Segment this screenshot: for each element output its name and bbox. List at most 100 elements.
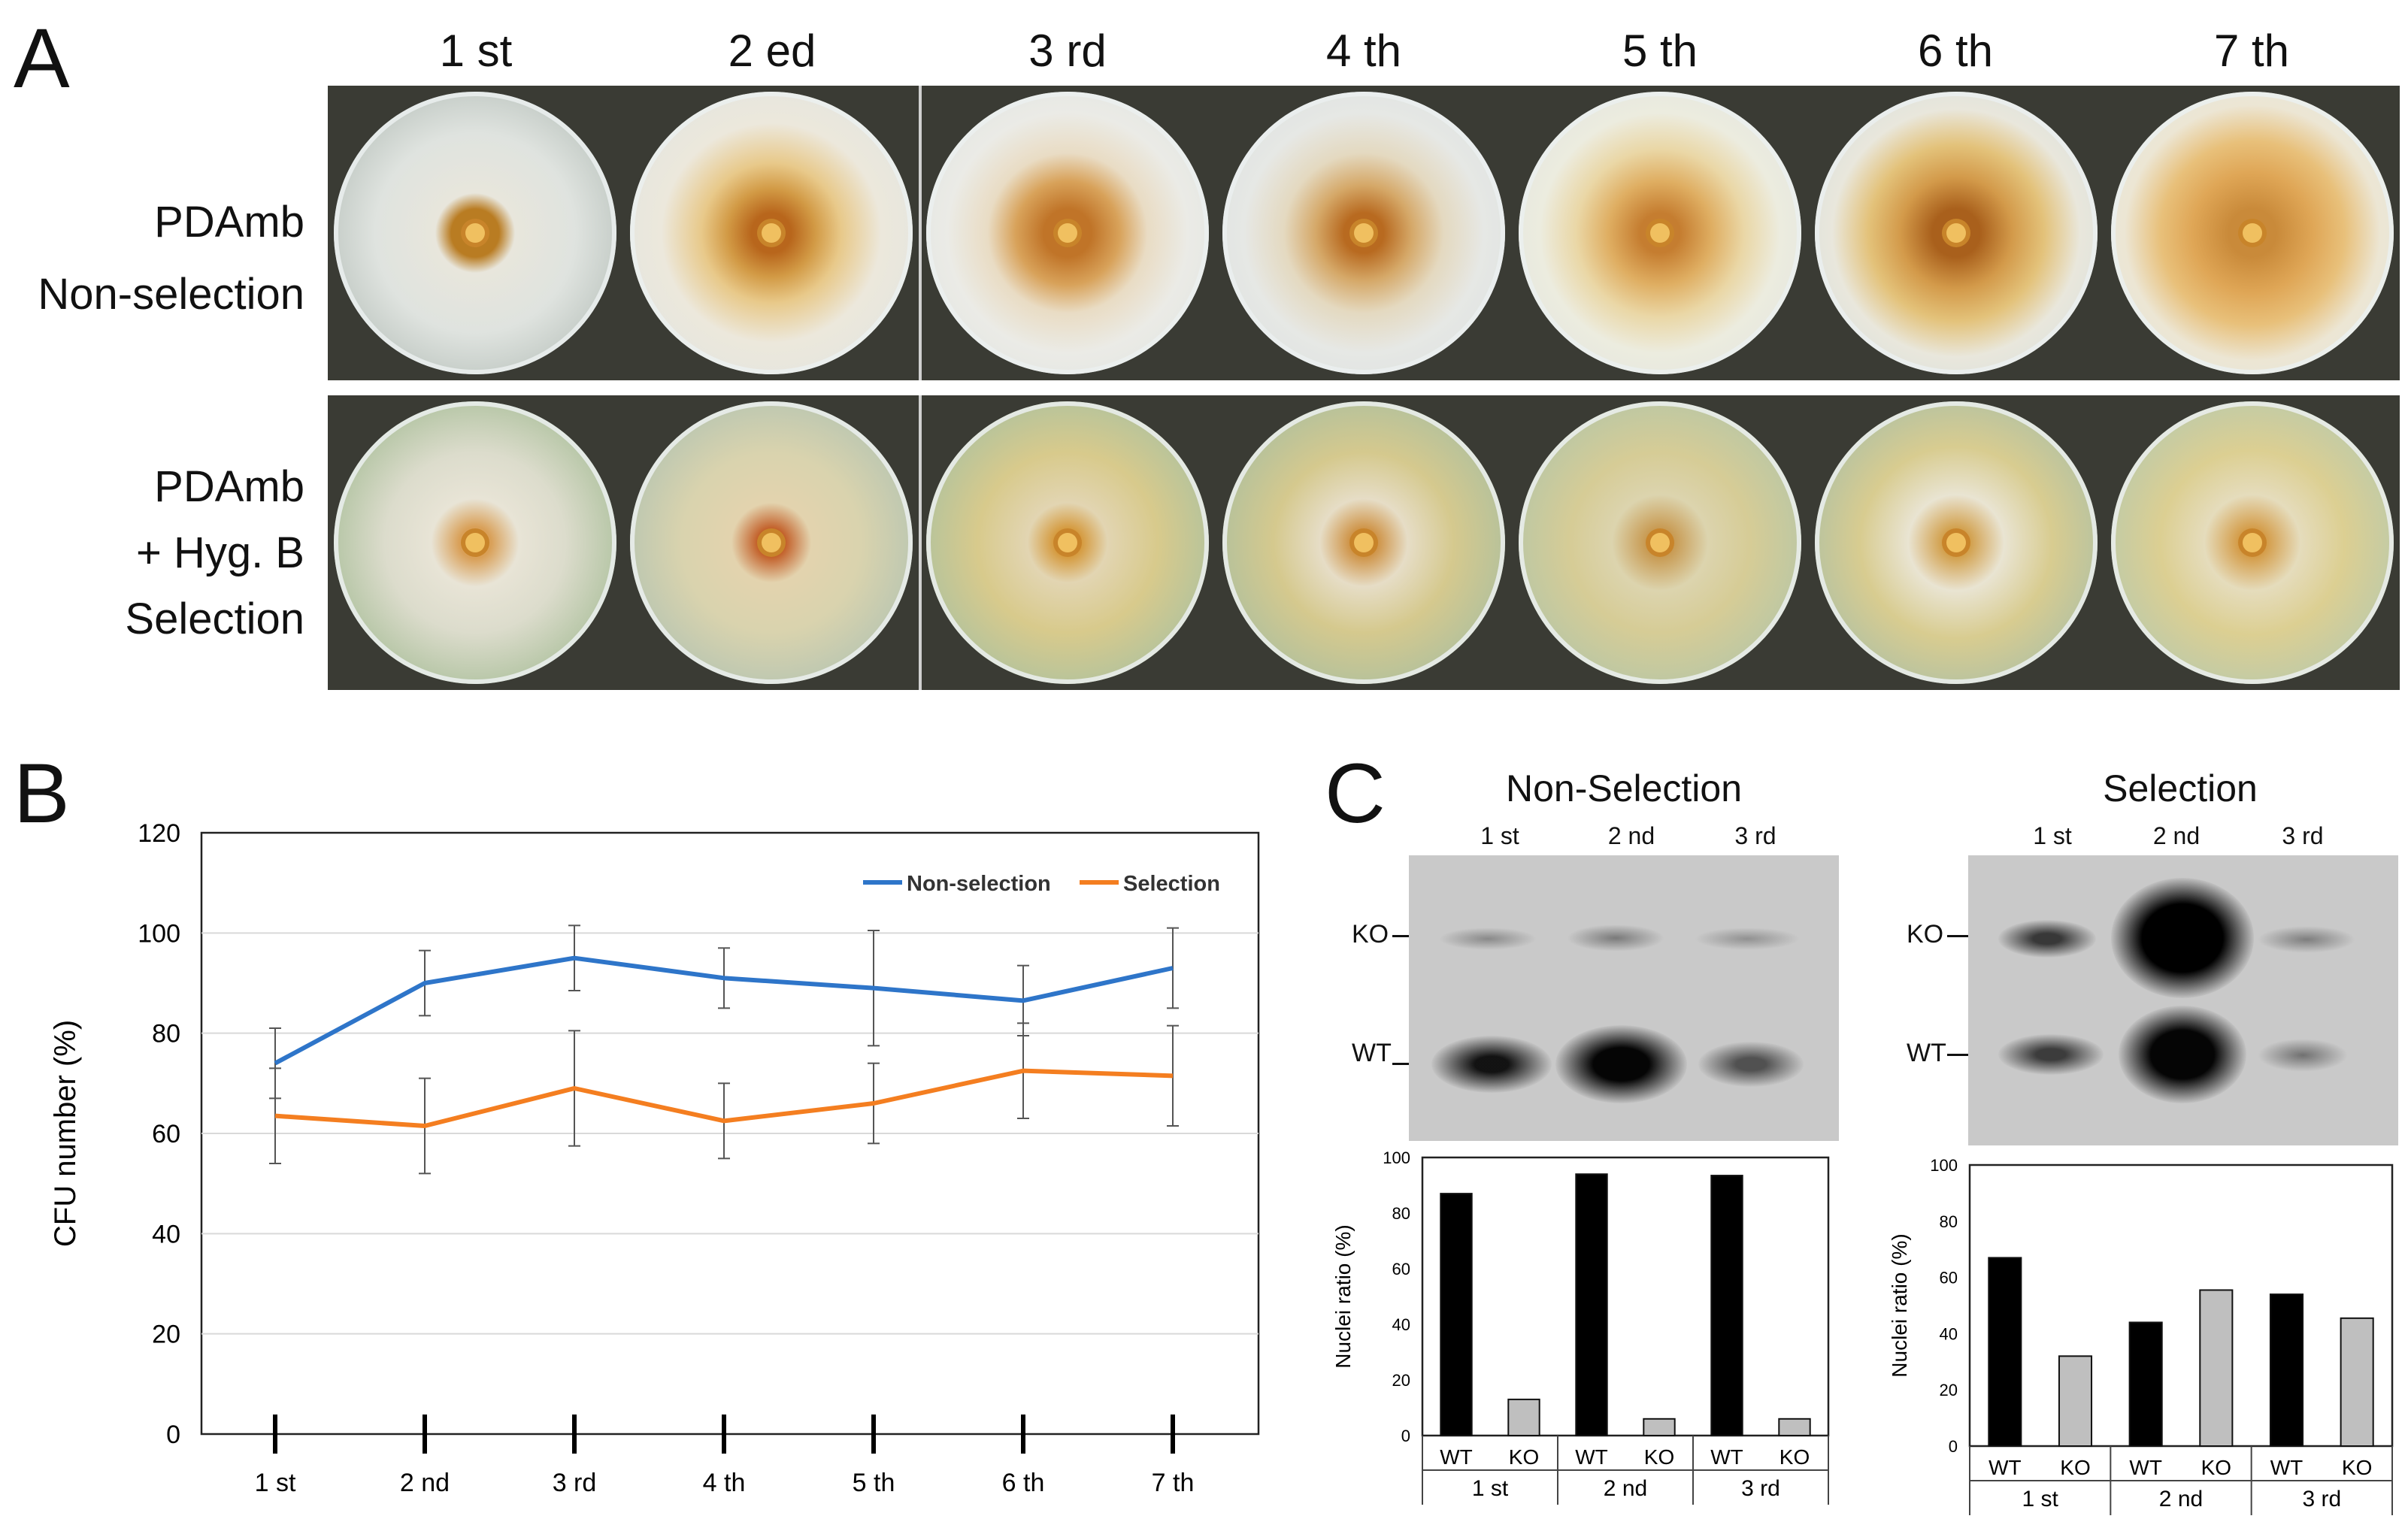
x-tick-label: 6 th (1002, 1469, 1045, 1497)
legend-label-selection: Selection (1123, 872, 1220, 896)
blot-marker-wt: WT (1907, 1039, 1946, 1067)
group-label: 2 nd (1604, 1476, 1647, 1501)
bar-label: WT (1710, 1445, 1743, 1469)
x-tick-label: 4 th (703, 1469, 746, 1497)
panel-b-letter: B (14, 746, 70, 840)
legend-label-non-selection: Non-selection (907, 872, 1051, 896)
blot-lane-label: 3 rd (1734, 822, 1776, 849)
x-tick-label: 2 nd (400, 1469, 450, 1497)
x-tick-label: 5 th (853, 1469, 895, 1497)
bar-wt (1575, 1173, 1608, 1436)
y-tick-label: 80 (1940, 1212, 1958, 1231)
bar-ko (1507, 1398, 1540, 1436)
bar-ko (2058, 1355, 2093, 1448)
petri-plate (334, 92, 616, 374)
column-header: 4 th (1325, 26, 1402, 76)
y-axis-title: Nuclei ratio (%) (1331, 1224, 1355, 1368)
bar-label: KO (2201, 1456, 2231, 1479)
x-tick-label: 7 th (1152, 1469, 1195, 1497)
y-tick-label: 60 (1392, 1260, 1410, 1278)
y-tick-label: 80 (152, 1020, 180, 1048)
y-tick-label: 0 (1401, 1427, 1410, 1445)
plot-area-frame (1421, 1156, 1830, 1437)
bar-label: WT (2129, 1456, 2162, 1479)
bar-ko (2199, 1289, 2234, 1447)
y-axis-title: CFU number (%) (49, 1020, 82, 1247)
petri-plate (1222, 401, 1505, 684)
bar-wt (1988, 1257, 2022, 1447)
y-tick-label: 100 (1930, 1156, 1958, 1175)
column-header: 1 st (439, 26, 513, 76)
y-tick-label: 60 (1940, 1269, 1958, 1287)
y-tick-label: 0 (1949, 1437, 1958, 1456)
row-label: + Hyg. B (135, 528, 304, 577)
petri-plate (1222, 92, 1505, 374)
bar-label: WT (1988, 1456, 2022, 1479)
column-header: 2 ed (728, 26, 816, 76)
blot-lane-label: 1 st (2033, 822, 2072, 849)
y-tick-label: 40 (1940, 1324, 1958, 1343)
blot-lane-label: 1 st (1480, 822, 1519, 849)
y-tick-label: 60 (152, 1120, 180, 1148)
bar-label: WT (1575, 1445, 1608, 1469)
y-tick-label: 40 (1392, 1315, 1410, 1334)
petri-plate (1815, 401, 2098, 684)
blot-lane-label: 2 nd (1607, 822, 1655, 849)
series-line-selection (274, 1068, 1174, 1128)
y-tick-label: 0 (166, 1421, 180, 1449)
column-header: 3 rd (1028, 26, 1107, 76)
group-label: 3 rd (2302, 1487, 2341, 1511)
row-label: PDAmb (154, 198, 304, 247)
bar-ko (1778, 1418, 1811, 1436)
plot-area-frame (1968, 1163, 2394, 1448)
blot-lane-label: 3 rd (2282, 822, 2324, 849)
plate-strip-non-selection (328, 86, 2400, 380)
group-label: 3 rd (1741, 1476, 1780, 1501)
petri-plate (2111, 92, 2394, 374)
bar-wt (2269, 1294, 2304, 1447)
southern-blot-non-selection (1409, 855, 1839, 1141)
y-tick-label: 20 (1940, 1381, 1958, 1399)
plate-strip-selection (328, 395, 2400, 690)
petri-plate (1519, 92, 1801, 374)
column-header: 5 th (1622, 26, 1698, 76)
blot-marker-ko: KO (1907, 920, 1944, 949)
row-label: PDAmb (154, 462, 304, 511)
bar-wt (1710, 1175, 1743, 1437)
bar-label: WT (1440, 1445, 1473, 1469)
bar-label: KO (2342, 1456, 2372, 1479)
bar-ko (1643, 1418, 1676, 1436)
bar-label: WT (2270, 1456, 2304, 1479)
y-tick-label: 80 (1392, 1204, 1410, 1223)
row-label: Non-selection (38, 270, 304, 319)
y-tick-label: 100 (1383, 1150, 1410, 1167)
bar-label: KO (1644, 1445, 1674, 1469)
group-label: 1 st (1472, 1476, 1509, 1501)
y-tick-label: 120 (138, 819, 180, 848)
petri-plate (630, 401, 913, 684)
x-tick-label: 3 rd (553, 1469, 597, 1497)
bar-label: KO (2060, 1456, 2090, 1479)
petri-plate (1815, 92, 2098, 374)
petri-plate (1519, 401, 1801, 684)
bar-wt (1440, 1193, 1473, 1436)
panel-c-letter: C (1325, 746, 1386, 840)
column-header: 7 th (2213, 26, 2290, 76)
petri-plate (334, 401, 616, 684)
southern-blot-selection (1968, 855, 2398, 1145)
group-label: 2 nd (2159, 1487, 2203, 1511)
y-axis-title: Nuclei ratio (%) (1888, 1233, 1911, 1377)
x-tick-label: 1 st (255, 1469, 296, 1497)
bar-label: KO (1509, 1445, 1539, 1469)
bar-label: KO (1779, 1445, 1810, 1469)
column-header: 6 th (1917, 26, 1994, 76)
y-tick-label: 20 (1392, 1371, 1410, 1390)
petri-plate (926, 401, 1209, 684)
petri-plate (630, 92, 913, 374)
group-label: 1 st (2022, 1487, 2058, 1511)
bar-ko (2340, 1317, 2374, 1447)
